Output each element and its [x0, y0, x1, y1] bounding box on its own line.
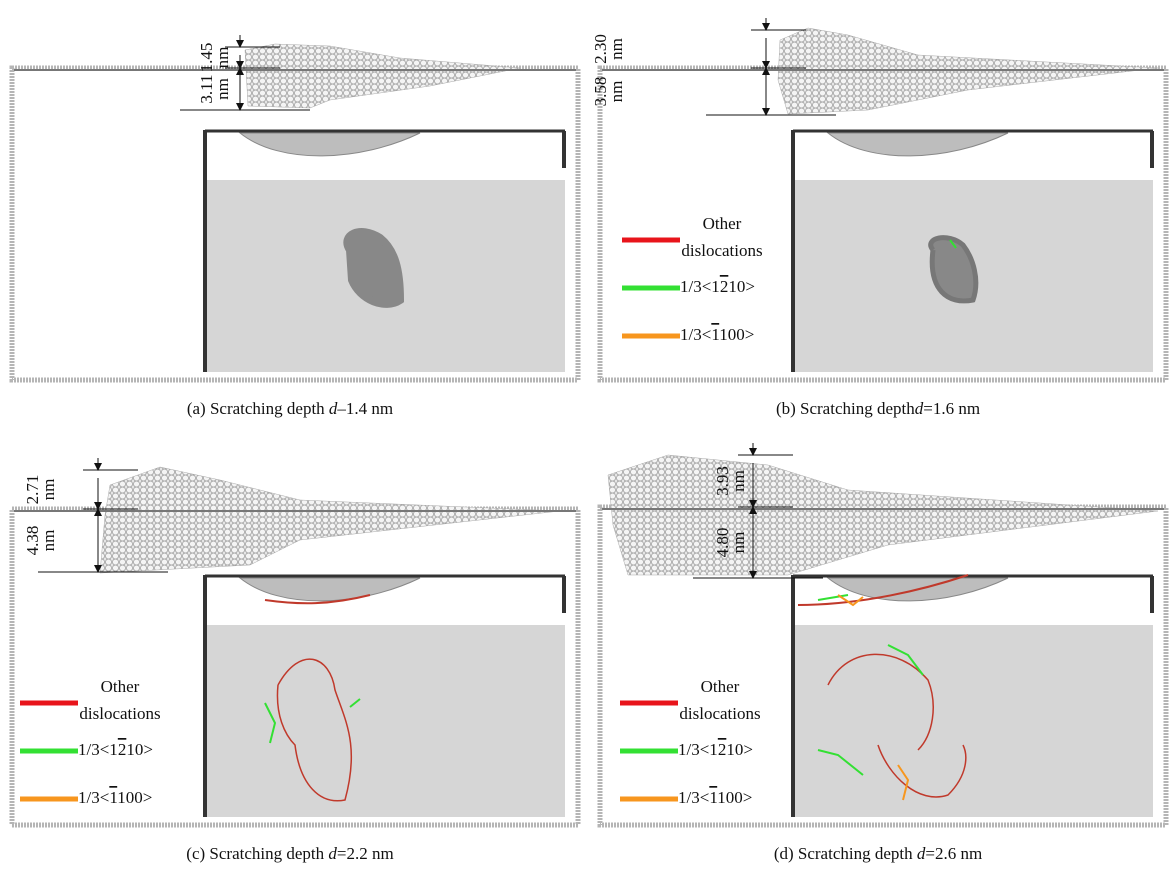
- legend-label: dislocations: [79, 704, 160, 723]
- dimension-value: 1.45: [197, 43, 216, 73]
- caption-variable: d: [915, 399, 924, 418]
- dislocation-line: [837, 594, 864, 607]
- panel-caption: (b) Scratching depthd=1.6 nm: [776, 399, 980, 418]
- caption-text: =2.6 nm: [925, 844, 982, 863]
- dimension-value: 2.30: [591, 34, 610, 64]
- legend-label-part: 1/3<1: [78, 740, 118, 759]
- dislocation-line: [343, 228, 405, 308]
- dimension-unit: nm: [729, 532, 748, 554]
- dimension-value: 3.58: [591, 77, 610, 107]
- dislocation-line: [897, 764, 910, 801]
- legend-label-part: 1/3<: [680, 325, 711, 344]
- legend-label-overlined: 2: [718, 740, 727, 759]
- caption-text: (d) Scratching depth: [774, 844, 917, 863]
- panel: 3.93nm4.80nmOtherdislocations1/3<1210>1/…: [597, 443, 1169, 863]
- dimension-value: 2.71: [23, 475, 42, 505]
- legend-label-overlined: 2: [720, 277, 729, 296]
- legend-label: Other: [101, 677, 140, 696]
- dimension-unit: nm: [39, 530, 58, 552]
- groove-surface: [238, 577, 421, 602]
- legend-label: dislocations: [681, 241, 762, 260]
- dislocation-line: [928, 235, 979, 304]
- caption-variable: d: [917, 844, 926, 863]
- dimension-unit: nm: [39, 479, 58, 501]
- legend-label-part: 100>: [117, 788, 152, 807]
- groove-surface: [238, 132, 421, 157]
- dimension-value: 3.11: [197, 74, 216, 103]
- section-view: [207, 625, 565, 817]
- legend-label: Other: [703, 214, 742, 233]
- legend-label-part: 1/3<1: [678, 740, 718, 759]
- legend-label-part: 100>: [719, 325, 754, 344]
- section-view: [795, 625, 1153, 817]
- panel-caption: (c) Scratching depth d=2.2 nm: [186, 844, 393, 863]
- dislocation-line: [276, 658, 353, 802]
- dimension-unit: nm: [607, 81, 626, 103]
- caption-text: =2.2 nm: [337, 844, 394, 863]
- legend-label: 1/3<1210>: [680, 277, 755, 296]
- dislocation-line: [797, 574, 969, 606]
- legend-label-overlined: 1: [709, 788, 717, 807]
- panel: 2.71nm4.38nmOtherdislocations1/3<1210>1/…: [9, 458, 581, 863]
- caption-text: =1.6 nm: [923, 399, 980, 418]
- legend-label-overlined: 1: [109, 788, 117, 807]
- legend-label-part: 10>: [726, 740, 753, 759]
- legend-label-part: 10>: [126, 740, 153, 759]
- dislocation-line: [817, 749, 864, 776]
- dimension-value: 4.38: [23, 526, 42, 556]
- dislocation-line: [887, 644, 924, 676]
- legend-label: 1/3<1100>: [680, 325, 754, 344]
- legend-label: 1/3<1210>: [678, 740, 753, 759]
- dislocation-line: [877, 744, 967, 798]
- caption-text: (a) Scratching depth: [187, 399, 329, 418]
- caption-variable: d: [328, 844, 337, 863]
- caption-variable: d: [329, 399, 338, 418]
- dimension-unit: nm: [607, 38, 626, 60]
- legend-label: 1/3<1100>: [78, 788, 152, 807]
- dislocation-line: [817, 594, 849, 601]
- dislocation-line: [264, 594, 371, 605]
- legend-label: 1/3<1210>: [78, 740, 153, 759]
- panel: 2.30nm3.58nmOtherdislocations1/3<1210>1/…: [591, 18, 1169, 418]
- dimension-unit: nm: [729, 470, 748, 492]
- dimension-unit: nm: [213, 47, 232, 69]
- legend-label-part: 1/3<: [678, 788, 709, 807]
- legend-label: Other: [701, 677, 740, 696]
- caption-text: (c) Scratching depth: [186, 844, 328, 863]
- dimension-value: 3.93: [713, 466, 732, 496]
- legend-label-overlined: 1: [711, 325, 719, 344]
- atom-pileup: [607, 454, 1159, 576]
- legend-label-part: 100>: [717, 788, 752, 807]
- legend-label-part: 1/3<1: [680, 277, 720, 296]
- legend-label-part: 1/3<: [78, 788, 109, 807]
- panel-caption: (d) Scratching depth d=2.6 nm: [774, 844, 982, 863]
- dislocation-line: [949, 239, 957, 249]
- legend-label: dislocations: [679, 704, 760, 723]
- legend-label: 1/3<1100>: [678, 788, 752, 807]
- dislocation-line: [349, 698, 361, 708]
- atom-pileup: [99, 466, 561, 574]
- dimension-value: 4.80: [713, 528, 732, 558]
- legend-label-overlined: 2: [118, 740, 127, 759]
- legend-label-part: 10>: [728, 277, 755, 296]
- dimension-unit: nm: [213, 78, 232, 100]
- panel-caption: (a) Scratching depth d–1.4 nm: [187, 399, 393, 418]
- groove-surface: [826, 132, 1009, 157]
- caption-text: (b) Scratching depth: [776, 399, 915, 418]
- dislocation-line: [264, 702, 277, 744]
- caption-text: –1.4 nm: [336, 399, 393, 418]
- dislocation-line: [827, 653, 934, 751]
- atom-pileup: [244, 43, 521, 109]
